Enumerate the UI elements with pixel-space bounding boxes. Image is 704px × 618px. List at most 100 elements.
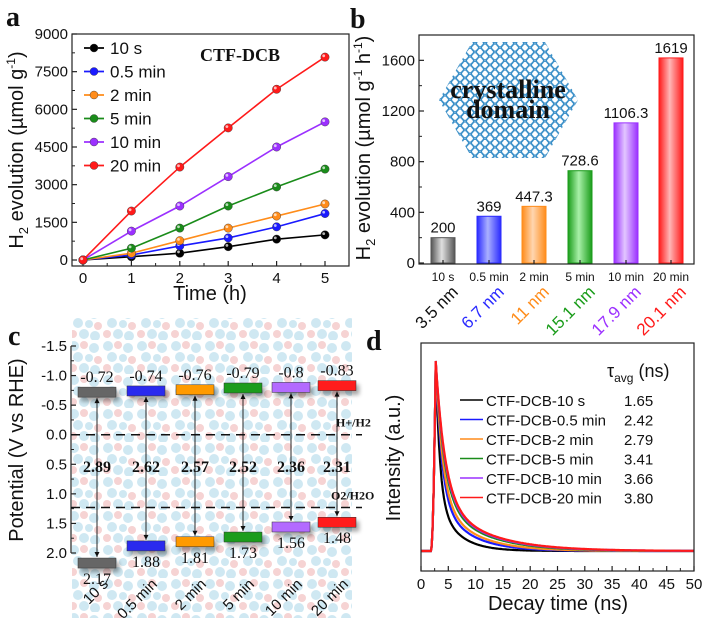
panel-c: c -1.5 -1.0 -0.5 0.0 0.5 1.0 1.5 2.0 H+/H2 O2/H2…	[6, 318, 374, 618]
legend-marker-a	[89, 90, 99, 100]
x-tick-label-a: 4	[272, 270, 280, 287]
arrow-head-up	[334, 391, 340, 397]
data-point-highlight	[225, 235, 229, 239]
vb-value-label: 1.48	[323, 530, 351, 547]
x-tick-label-d: 25	[549, 576, 566, 593]
band-gap-label: 2.31	[323, 459, 351, 476]
data-point	[272, 222, 281, 232]
legend-marker-a	[89, 67, 99, 76]
series-line-0-5-min	[82, 212, 326, 261]
legend-tau-value: 2.79	[624, 432, 653, 449]
valence-band-bar	[126, 540, 166, 552]
legend-label-a: 10 s	[110, 39, 142, 58]
legend-marker-a	[89, 161, 99, 170]
band-gap-label: 2.62	[132, 459, 160, 476]
data-point-highlight	[177, 164, 180, 168]
y-tick-label-c: -0.5	[41, 397, 67, 414]
y-tick-label-a: 3000	[35, 177, 68, 194]
x-tick-label-d: 0	[417, 576, 425, 593]
data-point-highlight	[80, 257, 84, 261]
conduction-band-bar	[175, 384, 215, 396]
cb-value-label: -0.72	[80, 369, 113, 386]
x-tick-label-a: 3	[224, 270, 232, 287]
data-point	[126, 243, 136, 253]
panel-letter-d: d	[366, 326, 382, 357]
data-point	[223, 201, 233, 211]
y-tick-label-c: -1.5	[41, 338, 67, 355]
bar-value-label: 1106.3	[604, 105, 649, 122]
y-tick-label-c: -1.0	[41, 368, 67, 385]
data-point	[272, 182, 281, 192]
crystal-size-label: 15.1 nm	[542, 282, 599, 339]
arrow-head-up	[288, 393, 294, 399]
band-gap-label: 2.57	[181, 459, 209, 476]
data-point-highlight	[322, 119, 326, 122]
vb-value-label: 1.88	[132, 554, 160, 571]
y-tick-label-c: 0.0	[46, 427, 67, 444]
legend-label-d: CTF-DCB-0.5 min	[486, 413, 606, 430]
data-point	[223, 242, 233, 252]
x-tick-label-d: 30	[576, 576, 593, 593]
x-axis-label-a: Time (h)	[173, 283, 247, 305]
bar-value-label: 369	[476, 198, 501, 215]
bar-20-min	[658, 57, 684, 264]
band-gap-label: 2.36	[277, 459, 305, 476]
data-point-highlight	[177, 250, 180, 254]
arrow-head-up	[94, 398, 100, 404]
data-point-highlight	[128, 228, 132, 232]
bar-value-label: 447.3	[515, 188, 553, 205]
vb-value-label: 1.56	[277, 535, 305, 552]
vb-value-label: 1.81	[181, 550, 209, 567]
x-tick-label-b: 5 min	[565, 270, 594, 284]
y-tick-label-b: 0	[407, 255, 415, 272]
conduction-band-bar	[77, 386, 117, 398]
ref-label-o2: O2/H2O	[331, 488, 374, 502]
y-axis-label-b: H2 evolution (µmol g-1 h-1)	[351, 36, 378, 261]
panel-letter-a: a	[6, 2, 20, 33]
valence-band-bar	[175, 536, 215, 548]
x-tick-label-b: 10 s	[432, 270, 455, 284]
data-point	[272, 84, 281, 94]
bar-value-label: 1619	[654, 40, 687, 57]
y-tick-label-a: 4500	[35, 139, 68, 156]
y-axis-label-d: Intensity (a.u.)	[383, 395, 405, 522]
legend-label-a: 0.5 min	[110, 63, 166, 82]
data-point	[175, 223, 185, 233]
data-point	[320, 209, 330, 218]
arrow-head-down	[143, 534, 149, 540]
data-point-highlight	[322, 210, 326, 214]
valence-band-bar	[77, 557, 117, 569]
data-point	[320, 164, 330, 174]
arrow-head-down	[334, 511, 340, 517]
data-point	[175, 201, 185, 211]
x-tick-label-d: 5	[444, 576, 452, 593]
data-point	[175, 162, 185, 172]
x-tick-label-a: 5	[321, 270, 329, 287]
chart-title-a: CTF-DCB	[200, 45, 280, 65]
cb-value-label: -0.8	[278, 364, 303, 381]
data-point	[320, 199, 330, 209]
crystalline-domain-hexagon	[439, 42, 578, 158]
x-tick-label-a: 1	[127, 270, 135, 287]
data-point-highlight	[225, 203, 229, 207]
data-point-highlight	[177, 203, 180, 207]
data-point	[223, 233, 233, 243]
legend-marker-a	[89, 114, 99, 123]
data-point-highlight	[322, 54, 326, 58]
legend-label-a: 20 min	[110, 157, 161, 176]
x-tick-label-b: 0.5 min	[469, 270, 508, 284]
plot-frame-b	[418, 34, 695, 265]
x-axis-label-d: Decay time (ns)	[488, 593, 628, 615]
data-point	[223, 123, 233, 133]
data-point-highlight	[273, 144, 277, 148]
arrow-head-up	[143, 396, 149, 402]
cb-value-label: -0.83	[320, 363, 353, 380]
data-point-highlight	[273, 224, 277, 227]
cb-value-label: -0.76	[178, 367, 211, 384]
y-tick-label-a: 0	[60, 252, 68, 269]
arrow-head-down	[94, 552, 100, 558]
y-tick-label-a: 9000	[35, 26, 68, 43]
series-line-10-s	[82, 234, 326, 261]
data-point	[78, 255, 88, 265]
data-point-highlight	[322, 166, 326, 170]
